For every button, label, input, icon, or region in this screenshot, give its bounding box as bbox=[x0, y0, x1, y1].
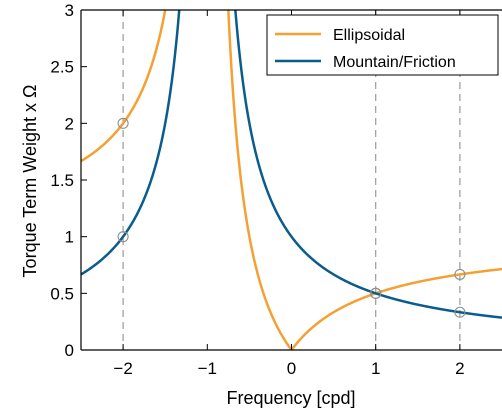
y-tick-label: 0 bbox=[65, 341, 74, 360]
data-markers bbox=[117, 117, 466, 318]
y-tick-label: 2 bbox=[65, 114, 74, 133]
legend: Ellipsoidal Mountain/Friction bbox=[266, 14, 499, 76]
y-tick-label: 0.5 bbox=[50, 284, 74, 303]
x-tick-label: −1 bbox=[198, 359, 217, 378]
y-tick-label: 1.5 bbox=[50, 171, 74, 190]
y-tick-label: 1 bbox=[65, 228, 74, 247]
data-point-marker bbox=[454, 268, 466, 280]
series-line bbox=[81, 10, 181, 276]
y-tick-label: 3 bbox=[65, 1, 74, 20]
x-tick-label: 0 bbox=[287, 359, 296, 378]
series-line bbox=[227, 10, 502, 350]
y-axis-label: Torque Term Weight x Ω bbox=[20, 85, 40, 278]
series-line bbox=[81, 10, 167, 163]
x-axis-label: Frequency [cpd] bbox=[226, 388, 355, 408]
series-lines bbox=[81, 10, 502, 350]
x-tick-label: −2 bbox=[113, 359, 132, 378]
data-point-marker bbox=[117, 231, 129, 243]
legend-box bbox=[266, 14, 499, 76]
tick-labels: −2 −1 0 1 2 0 0.5 1 1.5 2 2.5 3 bbox=[50, 1, 464, 378]
legend-label-ellipsoidal: Ellipsoidal bbox=[333, 27, 405, 44]
legend-label-mountain-friction: Mountain/Friction bbox=[333, 54, 456, 71]
x-tick-label: 2 bbox=[455, 359, 464, 378]
series-line bbox=[234, 10, 502, 319]
x-tick-label: 1 bbox=[371, 359, 380, 378]
y-tick-label: 2.5 bbox=[50, 58, 74, 77]
data-point-marker bbox=[117, 117, 129, 129]
data-point-marker bbox=[370, 287, 382, 299]
data-point-marker bbox=[454, 306, 466, 318]
reference-lines bbox=[122, 10, 461, 350]
